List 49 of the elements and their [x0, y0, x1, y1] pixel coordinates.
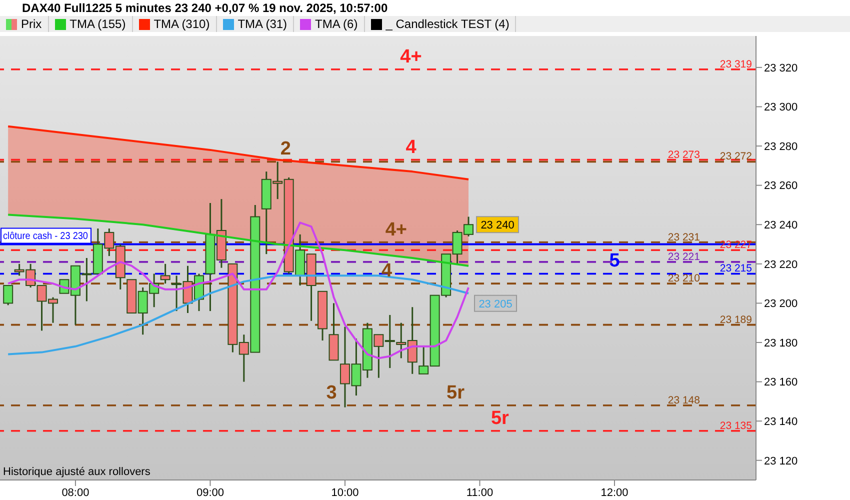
y-tick-label: 23 320 — [764, 62, 798, 74]
ref-line-label: 23 231 — [668, 231, 700, 244]
annotation: 3 — [326, 382, 337, 404]
y-tick-label: 23 300 — [764, 102, 798, 114]
y-tick-label: 23 200 — [764, 298, 798, 310]
data-label: 23 205 — [478, 298, 512, 310]
legend-label: Prix — [0, 16, 49, 32]
annotation: 4+ — [400, 46, 422, 68]
candlestick — [3, 284, 14, 306]
annotation: 5r — [446, 382, 466, 404]
annotation: 5 — [609, 250, 620, 272]
y-tick-label: 23 160 — [764, 376, 798, 389]
legend-label: TMA (310) — [132, 16, 217, 32]
ref-line-label: 23 148 — [668, 394, 700, 406]
x-tick-label: 09:00 — [196, 486, 224, 499]
legend-label: TMA (6) — [294, 16, 365, 32]
ref-line-label: 23 135 — [720, 420, 752, 432]
ref-line-label: 23 221 — [668, 250, 700, 263]
annotation: Historique ajusté aux rollovers — [3, 466, 150, 478]
y-tick-label: 23 240 — [764, 220, 798, 232]
y-tick-label: 23 120 — [764, 455, 798, 468]
legend-label: _ Candlestick TEST (4) — [364, 16, 516, 32]
x-tick-label: 08:00 — [62, 486, 90, 499]
y-tick-label: 23 260 — [764, 180, 798, 192]
ref-line-label: 23 210 — [668, 272, 700, 285]
y-tick-label: 23 280 — [764, 140, 798, 153]
legend-label: TMA (31) — [216, 16, 294, 32]
y-tick-label: 23 140 — [764, 416, 798, 428]
ref-line-label: clôture cash - 23 230 — [3, 231, 96, 242]
x-tick-label: 12:00 — [600, 486, 628, 499]
ref-line-label: 23 189 — [720, 314, 752, 326]
ref-line-label: 23 215 — [720, 262, 752, 275]
line-series — [7, 125, 470, 180]
chart-title: DAX40 Full1225 5 minutes 23 240 +0,07 % 19 nov. 2025, 10:57:00 — [21, 0, 389, 16]
annotation: 4 — [406, 136, 417, 158]
y-tick-label: 23 180 — [764, 337, 798, 350]
ref-line-label: 23 319 — [720, 58, 752, 70]
annotation: 5r — [490, 408, 510, 429]
legend-label: TMA (155) — [48, 16, 133, 32]
ref-line-label: 23 272 — [720, 150, 752, 163]
y-tick-label: 23 220 — [764, 258, 798, 271]
candlestick — [160, 263, 170, 284]
ref-line-label: 23 273 — [668, 148, 700, 161]
x-tick-label: 10:00 — [331, 486, 359, 499]
line-series — [7, 274, 470, 356]
annotation: 4+ — [385, 219, 408, 240]
x-tick-label: 11:00 — [466, 486, 494, 499]
text: 23 240 — [480, 220, 514, 232]
annotation: 2 — [280, 138, 291, 160]
